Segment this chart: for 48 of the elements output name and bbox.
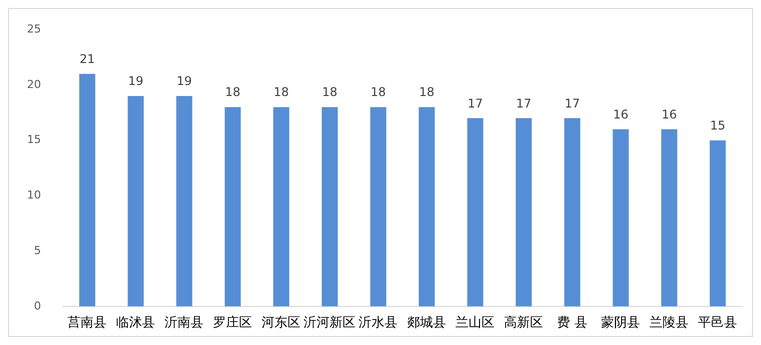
y-tick-label: 20 [26, 78, 41, 91]
data-label: 16 [662, 107, 677, 122]
data-label: 17 [468, 96, 483, 110]
bar [79, 74, 96, 306]
bar [224, 107, 241, 306]
bar [128, 96, 144, 306]
x-tick-label: 沂南县 [164, 316, 204, 331]
bar [516, 118, 532, 306]
data-label: 17 [564, 96, 580, 110]
bar [467, 118, 484, 306]
x-tick-label: 蒙阴县 [601, 316, 640, 331]
data-label: 18 [322, 85, 338, 100]
data-label: 19 [128, 74, 144, 88]
x-tick-label: 临沭县 [116, 316, 156, 331]
x-tick-label: 费 县 [557, 316, 588, 331]
data-label: 21 [80, 52, 95, 66]
bar [710, 140, 726, 306]
x-tick-label: 沂水县 [358, 316, 398, 331]
x-tick-label: 平邑县 [698, 316, 738, 331]
data-label: 19 [176, 74, 192, 88]
x-tick-label: 莒南县 [68, 316, 107, 331]
y-tick-label: 10 [26, 188, 41, 202]
bar [661, 129, 678, 306]
bar [273, 107, 290, 306]
bar [322, 107, 338, 306]
x-tick-label: 兰山区 [456, 316, 495, 331]
data-label: 16 [613, 107, 628, 122]
x-tick-label: 河东区 [262, 316, 301, 331]
data-label: 18 [370, 85, 386, 100]
data-label: 18 [225, 85, 240, 100]
bar [176, 96, 192, 306]
y-tick-label: 5 [34, 244, 41, 257]
data-label: 18 [274, 85, 289, 100]
data-label: 17 [516, 96, 532, 110]
x-tick-label: 罗庄区 [213, 316, 252, 331]
bar [612, 129, 629, 306]
bar [564, 118, 580, 306]
x-tick-label: 郯城县 [407, 316, 446, 331]
x-tick-label: 沂河新区 [304, 316, 356, 331]
data-label: 15 [710, 118, 726, 132]
x-tick-label: 兰陵县 [650, 316, 689, 331]
y-tick-label: 25 [26, 22, 41, 36]
bar [418, 107, 435, 306]
x-tick-label: 高新区 [504, 314, 544, 331]
bar [370, 107, 386, 306]
data-label: 18 [419, 85, 434, 100]
y-tick-label: 15 [26, 133, 41, 146]
y-tick-label: 0 [34, 299, 41, 312]
